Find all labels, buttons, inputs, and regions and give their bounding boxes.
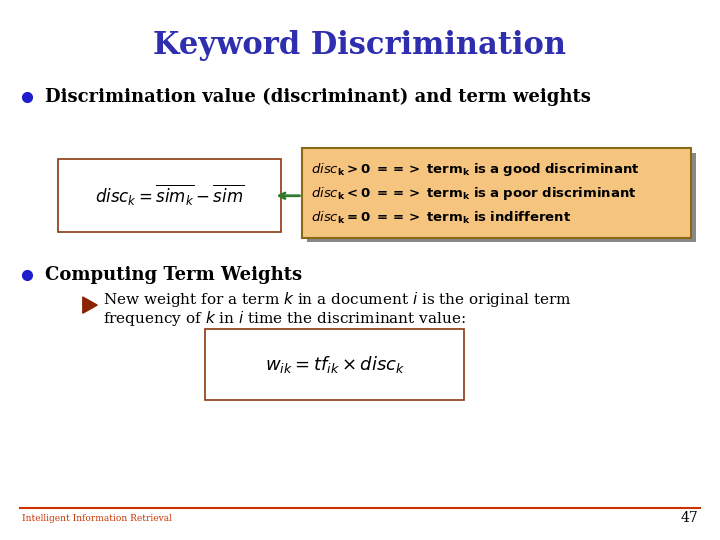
Text: New weight for a term $k$ in a document $i$ is the original term: New weight for a term $k$ in a document … (103, 290, 572, 309)
Text: Computing Term Weights: Computing Term Weights (45, 266, 302, 285)
Text: $\mathbf{\mathit{disc}_k > 0}$ $\mathbf{==>}$ $\mathbf{term_k}$ $\mathbf{is\ a\ : $\mathbf{\mathit{disc}_k > 0}$ $\mathbf{… (311, 160, 639, 178)
Text: 47: 47 (680, 511, 698, 525)
FancyBboxPatch shape (307, 153, 696, 242)
Text: Discrimination value (discriminant) and term weights: Discrimination value (discriminant) and … (45, 88, 591, 106)
FancyBboxPatch shape (302, 148, 691, 238)
Text: Intelligent Information Retrieval: Intelligent Information Retrieval (22, 514, 171, 523)
FancyBboxPatch shape (205, 329, 464, 400)
Text: $\mathbf{\mathit{disc}_k = 0}$ $\mathbf{==>}$ $\mathbf{term_k}$ $\mathbf{is\ ind: $\mathbf{\mathit{disc}_k = 0}$ $\mathbf{… (311, 210, 571, 226)
Text: Keyword Discrimination: Keyword Discrimination (153, 30, 567, 62)
Text: frequency of $k$ in $i$ time the discriminant value:: frequency of $k$ in $i$ time the discrim… (103, 309, 466, 328)
FancyBboxPatch shape (58, 159, 281, 232)
Polygon shape (83, 297, 97, 313)
Text: $w_{ik} = tf_{ik} \times disc_k$: $w_{ik} = tf_{ik} \times disc_k$ (265, 354, 405, 375)
Text: $disc_k = \overline{sim_k} - \overline{sim}$: $disc_k = \overline{sim_k} - \overline{s… (94, 183, 244, 208)
Text: $\mathbf{\mathit{disc}_k < 0}$ $\mathbf{==>}$ $\mathbf{term_k}$ $\mathbf{is\ a\ : $\mathbf{\mathit{disc}_k < 0}$ $\mathbf{… (311, 185, 636, 202)
